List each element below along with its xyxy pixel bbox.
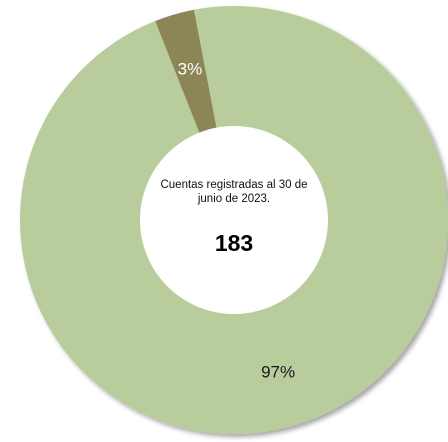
center-caption: Cuentas registradas al 30 de junio de 20… bbox=[160, 179, 308, 205]
slice-data-label-1: 3% bbox=[178, 59, 203, 78]
donut-hole bbox=[140, 126, 328, 314]
center-total-value: 183 bbox=[214, 230, 254, 256]
slice-data-label-0: 97% bbox=[261, 363, 295, 382]
